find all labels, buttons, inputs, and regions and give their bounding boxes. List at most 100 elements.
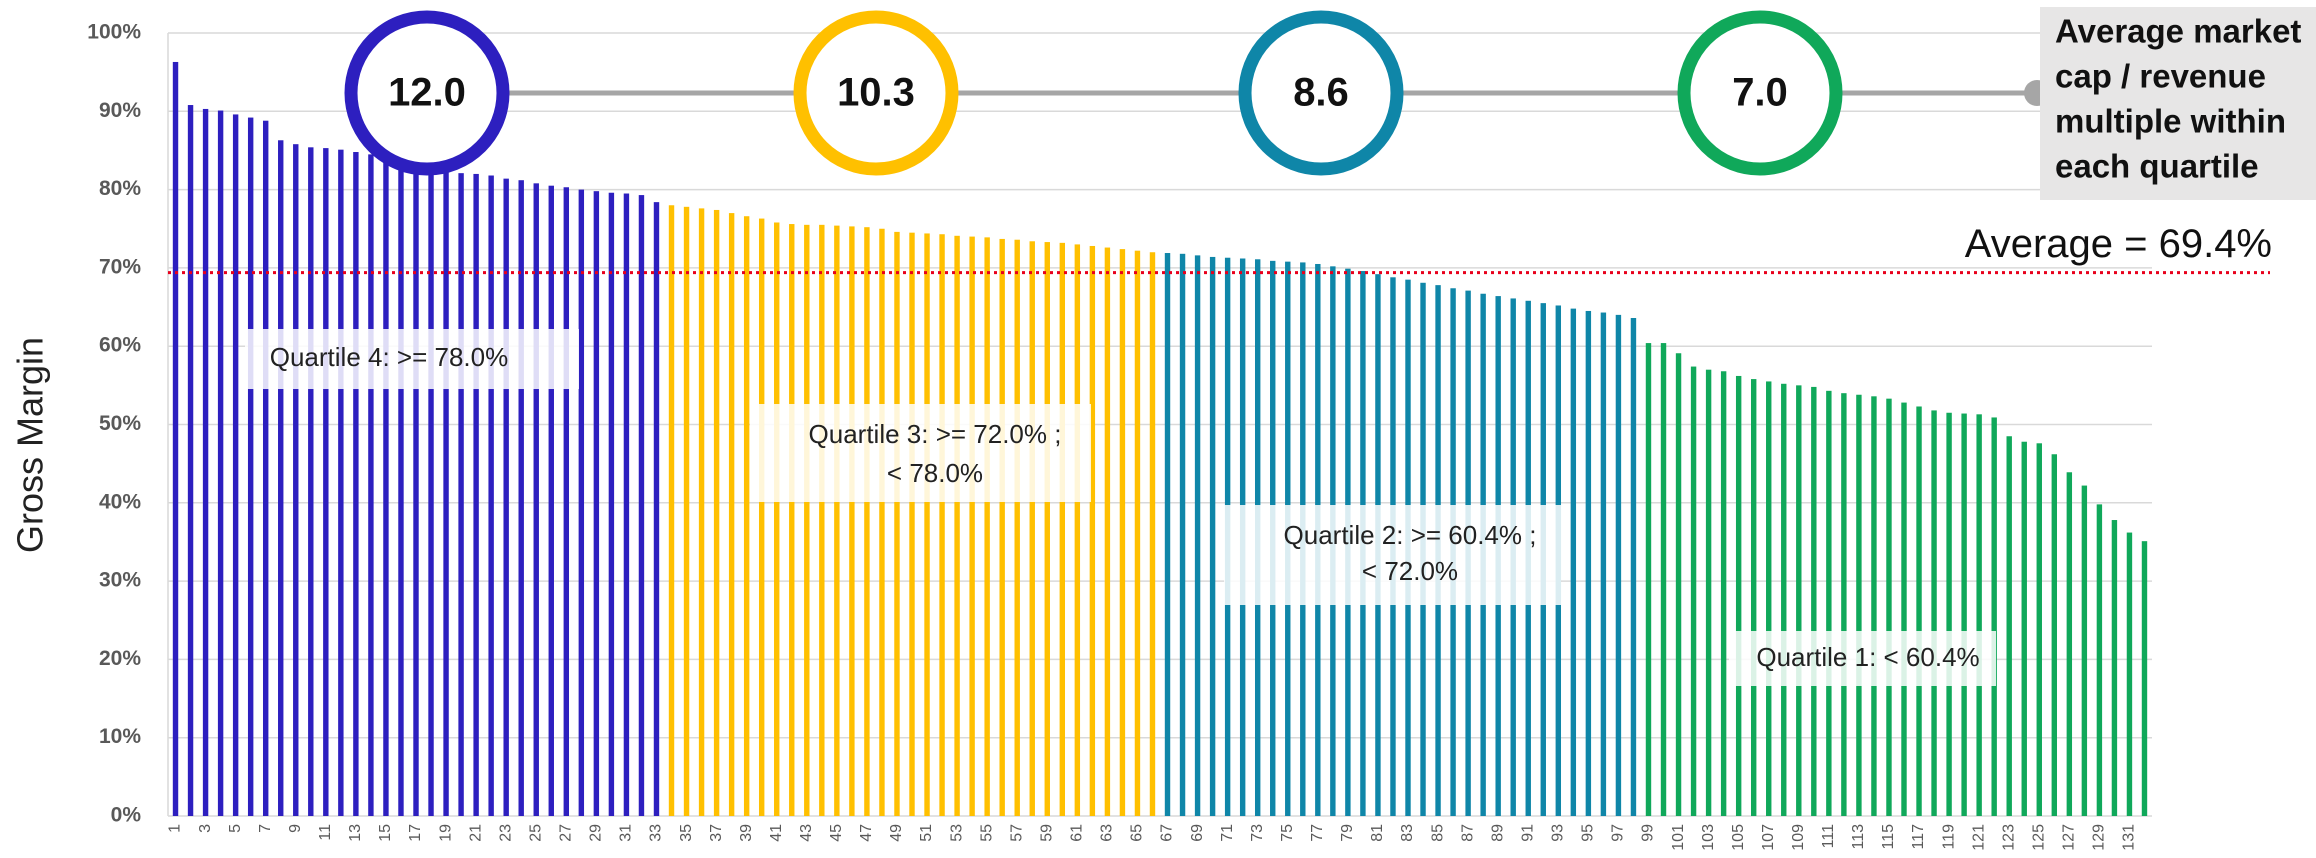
bar <box>308 147 314 816</box>
x-tick-label: 79 <box>1339 824 1356 842</box>
x-tick-label: 59 <box>1038 824 1055 842</box>
average-label: Average = 69.4% <box>1965 222 2272 266</box>
bar <box>864 227 870 816</box>
bar <box>518 180 524 817</box>
bar <box>728 213 735 817</box>
bar <box>413 164 419 816</box>
x-tick-label: 65 <box>1129 824 1146 842</box>
bar <box>608 192 615 816</box>
x-tick-label: 127 <box>2061 824 2078 851</box>
x-tick-label: 51 <box>918 824 935 842</box>
x-tick-label: 47 <box>858 824 875 842</box>
bar <box>653 202 660 817</box>
bar <box>1946 412 1952 816</box>
x-tick-label: 49 <box>888 824 905 842</box>
y-tick-label: 0% <box>111 804 142 827</box>
bar <box>954 235 960 816</box>
bar <box>1766 381 1772 816</box>
y-axis-label: Gross Margin <box>10 337 51 553</box>
x-tick-label: 91 <box>1519 824 1536 842</box>
bar <box>623 193 630 816</box>
x-tick-label: 57 <box>1008 824 1025 842</box>
bar <box>1660 343 1667 816</box>
quartile-label: Quartile 1: < 60.4% <box>1756 642 1979 672</box>
x-tick-label: 61 <box>1069 824 1086 842</box>
x-tick-label: 89 <box>1489 824 1506 842</box>
y-tick-label: 60% <box>99 334 141 357</box>
bar <box>713 209 720 816</box>
bar <box>1630 318 1637 816</box>
bar <box>1961 413 1967 816</box>
x-tick-label: 113 <box>1850 824 1867 850</box>
bar <box>563 187 570 817</box>
x-tick-label: 5 <box>227 824 244 833</box>
x-tick-label: 31 <box>618 824 635 842</box>
bar <box>984 237 990 816</box>
bar <box>939 234 945 816</box>
bar <box>383 158 389 816</box>
x-tick-label: 27 <box>558 824 575 842</box>
bar <box>428 167 434 816</box>
bar <box>774 222 780 817</box>
multiple-ring <box>1677 10 1843 176</box>
bar <box>834 225 840 817</box>
bar <box>1149 252 1156 817</box>
bar <box>1194 255 1201 816</box>
x-tick-label: 21 <box>467 824 484 842</box>
x-tick-label: 29 <box>588 824 605 842</box>
y-tick-label: 50% <box>99 412 141 435</box>
x-tick-label: 37 <box>708 824 725 842</box>
x-tick-label: 3 <box>197 824 214 833</box>
bar <box>1044 242 1050 816</box>
bar <box>232 114 239 816</box>
bar <box>533 183 539 816</box>
bar <box>1856 394 1862 816</box>
bar <box>488 175 494 817</box>
x-tick-label: 121 <box>1970 824 1987 851</box>
bar <box>1811 386 1817 816</box>
x-tick-label: 17 <box>407 824 424 842</box>
bar <box>323 148 329 816</box>
y-tick-label: 80% <box>99 177 141 200</box>
x-tick-label: 25 <box>527 824 544 842</box>
bar <box>999 238 1005 816</box>
multiple-title-box <box>2040 7 2316 200</box>
y-tick-label: 100% <box>87 21 141 44</box>
x-tick-label: 119 <box>1940 824 1957 850</box>
x-tick-label: 105 <box>1730 824 1747 851</box>
bar <box>1901 402 1907 816</box>
y-tick-label: 10% <box>99 725 141 748</box>
x-tick-label: 13 <box>347 824 364 842</box>
bar <box>1179 253 1186 816</box>
bar <box>2036 443 2042 816</box>
x-tick-label: 63 <box>1099 824 1116 842</box>
bar <box>1826 390 1832 816</box>
x-tick-label: 111 <box>1820 824 1837 848</box>
y-tick-label: 20% <box>99 647 141 670</box>
bar <box>503 178 509 816</box>
x-tick-label: 83 <box>1399 824 1416 842</box>
bar <box>1735 375 1742 816</box>
bar <box>2126 532 2133 816</box>
multiple-title: cap / revenue <box>2055 58 2266 95</box>
y-tick-label: 40% <box>99 490 141 513</box>
x-tick-label: 9 <box>287 824 304 833</box>
bar <box>2006 436 2012 816</box>
bar <box>1916 406 1922 816</box>
bar <box>187 105 194 816</box>
x-tick-label: 107 <box>1760 824 1777 851</box>
bar <box>924 233 930 816</box>
x-tick-label: 115 <box>1880 824 1897 850</box>
x-tick-label: 99 <box>1640 824 1657 842</box>
bar <box>1720 371 1727 816</box>
x-tick-label: 41 <box>768 824 785 842</box>
bar <box>849 226 855 816</box>
bar <box>1690 366 1697 816</box>
x-tick-label: 11 <box>317 824 334 841</box>
quartile-label: < 78.0% <box>887 458 983 488</box>
x-tick-label: 67 <box>1159 824 1176 842</box>
bar <box>1645 343 1652 816</box>
x-tick-label: 125 <box>2030 824 2047 851</box>
